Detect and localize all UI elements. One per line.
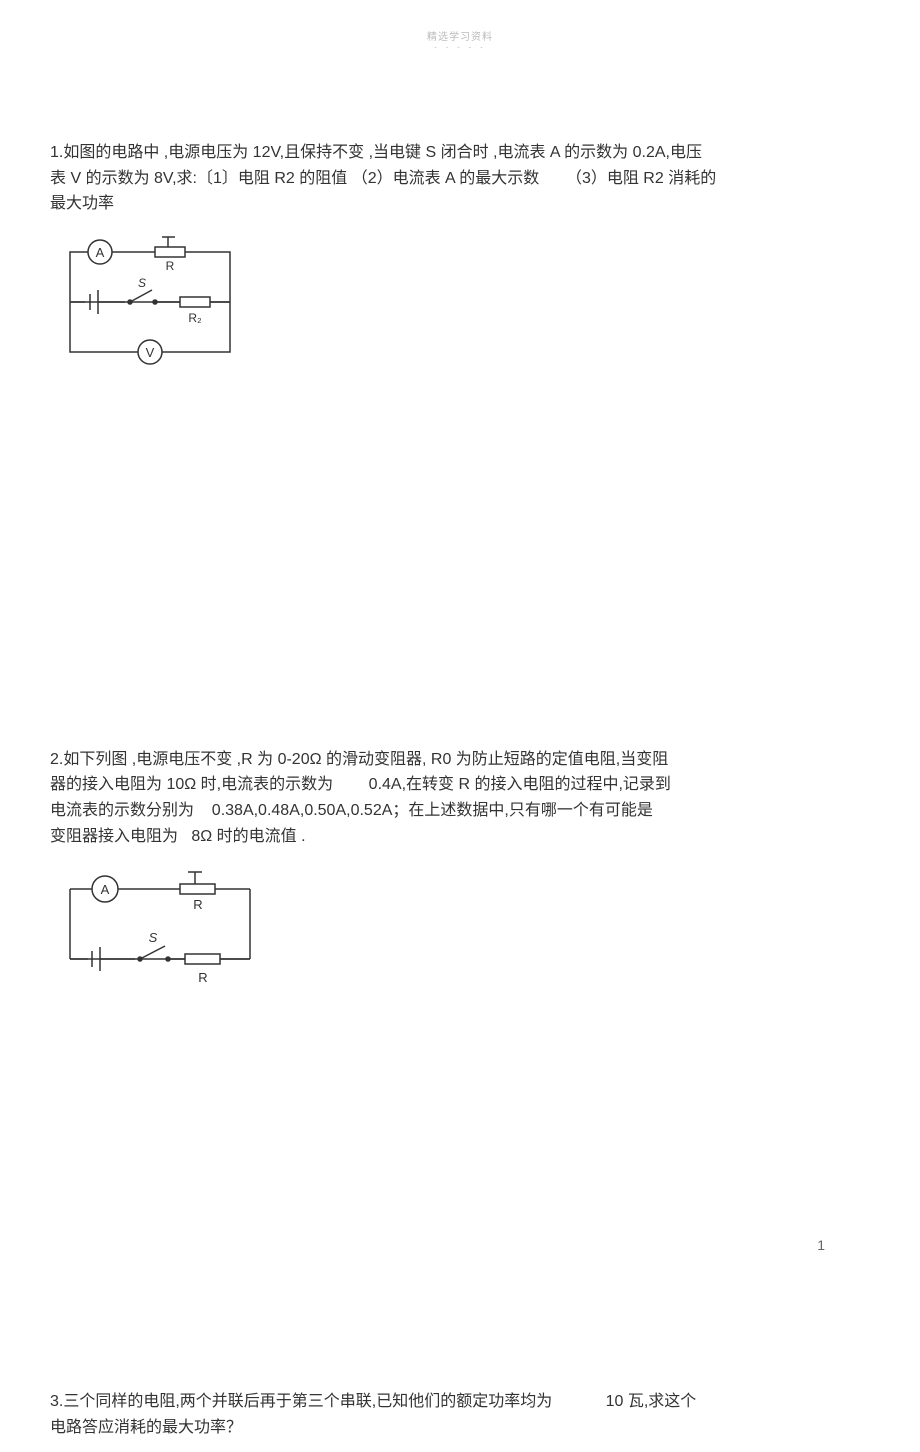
question-1: 1.如图的电路中 ,电源电压为 12V,且保持不变 ,当电键 S 闭合时 ,电流… <box>50 140 870 217</box>
q2-line2: 器的接入电阻为 10Ω 时,电流表的示数为 0.4A,在转变 R 的接入电阻的过… <box>50 772 870 798</box>
q1-line3: 最大功率 <box>50 191 870 217</box>
switch-label-2: S <box>149 930 158 945</box>
q3-line2: 电路答应消耗的最大功率？ <box>50 1415 870 1441</box>
r-bottom-label: R <box>198 970 207 985</box>
q1-line2: 表 V 的示数为 8V,求:〔1〕电阻 R2 的阻值 （2）电流表 A 的最大示… <box>50 166 870 192</box>
q2-line1: 2.如下列图 ,电源电压不变 ,R 为 0-20Ω 的滑动变阻器, R0 为防止… <box>50 747 870 773</box>
q2-line4: 变阻器接入电阻为 8Ω 时的电流值 . <box>50 824 870 850</box>
switch-label: S <box>138 276 146 290</box>
circuit-diagram-2: A R S R <box>50 864 870 999</box>
page-number: 1 <box>817 1237 825 1253</box>
page-content: 1.如图的电路中 ,电源电压为 12V,且保持不变 ,当电键 S 闭合时 ,电流… <box>50 140 870 1452</box>
q1-line1: 1.如图的电路中 ,电源电压为 12V,且保持不变 ,当电键 S 闭合时 ,电流… <box>50 140 870 166</box>
voltmeter-label: V <box>146 345 155 360</box>
rheostat-label-2: R <box>193 897 202 912</box>
q3-line1: 3.三个同样的电阻,两个并联后再于第三个串联,已知他们的额定功率均为 10 瓦,… <box>50 1389 870 1415</box>
r2-label: R₂ <box>188 311 202 325</box>
q2-line3: 电流表的示数分别为 0.38A,0.48A,0.50A,0.52A；在上述数据中… <box>50 798 870 824</box>
header-dashes: - - - - - <box>0 42 920 52</box>
ammeter-label-2: A <box>101 882 110 897</box>
header-watermark: 精选学习资料 <box>0 28 920 43</box>
question-3: 3.三个同样的电阻,两个并联后再于第三个串联,已知他们的额定功率均为 10 瓦,… <box>50 1389 870 1440</box>
rheostat-label: R <box>166 259 175 273</box>
circuit-diagram-1: A R S <box>50 232 870 377</box>
ammeter-label: A <box>96 245 105 260</box>
question-2: 2.如下列图 ,电源电压不变 ,R 为 0-20Ω 的滑动变阻器, R0 为防止… <box>50 747 870 849</box>
